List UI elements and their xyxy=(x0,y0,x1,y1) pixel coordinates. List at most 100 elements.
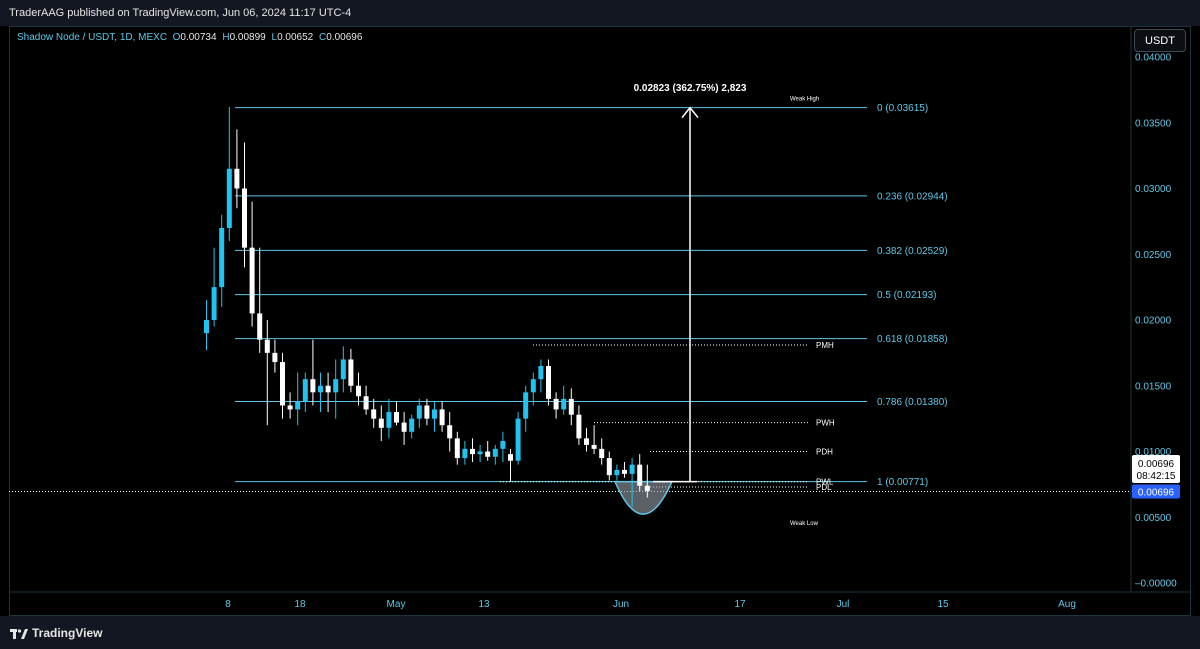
candle-body xyxy=(614,469,620,476)
fib-label: 0.786 (0.01380) xyxy=(877,397,948,408)
measure-tool[interactable]: 0.02823 (362.75%) 2,823 xyxy=(634,83,747,483)
tradingview-logo[interactable]: TradingView xyxy=(10,626,102,640)
candle-body xyxy=(576,414,582,439)
y-tick-label: 0.02500 xyxy=(1135,250,1172,261)
candle-body xyxy=(348,359,354,386)
candle-body xyxy=(568,398,574,415)
candle-body xyxy=(363,396,369,410)
candle-body xyxy=(546,366,551,399)
candle-body xyxy=(462,448,468,459)
close-value: 0.00696 xyxy=(326,32,363,43)
candle-body xyxy=(561,398,567,410)
footer-brand-text: TradingView xyxy=(32,626,103,640)
candle-body xyxy=(530,379,536,393)
symbol-header[interactable]: Shadow Node / USDT, 1D, MEXC O0.00734 H0… xyxy=(17,32,365,43)
candle-body xyxy=(272,352,278,363)
fib-label: 0.236 (0.02944) xyxy=(877,191,948,202)
candles[interactable] xyxy=(204,106,650,507)
candle-body xyxy=(249,247,255,314)
candle-body xyxy=(318,385,323,393)
candle-body xyxy=(264,339,270,353)
open-value: 0.00734 xyxy=(180,32,217,43)
countdown-tag-price: 0.00696 xyxy=(1138,459,1175,470)
candle-body xyxy=(492,448,498,457)
countdown-tag-timer: 08:42:15 xyxy=(1137,471,1176,482)
x-tick-label: 13 xyxy=(478,599,490,610)
x-tick-label: Jul xyxy=(837,599,850,610)
candle-body xyxy=(508,454,513,461)
y-tick-label: 0.03000 xyxy=(1135,184,1172,195)
fib-label: 0.5 (0.02193) xyxy=(877,290,937,301)
candle-body xyxy=(325,385,331,393)
key-level-label: PWL xyxy=(816,478,834,487)
candle-body xyxy=(204,320,209,334)
candle-body xyxy=(280,362,285,406)
candle-body xyxy=(257,313,263,340)
candle-body xyxy=(409,418,415,432)
y-tick-label: 0.00500 xyxy=(1135,513,1172,524)
candle-body xyxy=(416,405,422,419)
weak-low-cup[interactable] xyxy=(613,480,674,515)
candle-body xyxy=(302,379,308,402)
candle-body xyxy=(447,425,453,439)
candle-body xyxy=(211,287,217,320)
candle-body xyxy=(310,379,316,393)
x-tick-label: May xyxy=(387,599,406,610)
candle-body xyxy=(644,485,650,491)
high-value: 0.00899 xyxy=(229,32,266,43)
candle-body xyxy=(637,464,643,486)
fib-retracement[interactable]: 0 (0.03615) 0.236 (0.02944) 0.382 (0.02529… xyxy=(235,103,948,488)
candle-body xyxy=(394,412,399,423)
candle-body xyxy=(629,464,635,474)
weak-high-label: Weak High xyxy=(790,97,819,103)
measure-label: 0.02823 (362.75%) 2,823 xyxy=(634,83,747,94)
y-axis[interactable]: 0.04000 0.03500 0.03000 0.02500 0.02000 0.015… xyxy=(1135,53,1177,590)
candle-body xyxy=(226,168,232,228)
low-value: 0.00652 xyxy=(277,32,314,43)
x-tick-label: 17 xyxy=(734,599,746,610)
symbol-name: Shadow Node / USDT, 1D, MEXC xyxy=(17,32,168,43)
weak-low-label: Weak Low xyxy=(790,521,819,527)
key-level-label: PDL xyxy=(816,483,832,492)
candle-body xyxy=(439,409,445,426)
x-tick-label: 8 xyxy=(225,599,231,610)
candle-body xyxy=(470,448,475,455)
candle-body xyxy=(523,392,529,419)
candle-body xyxy=(424,405,430,419)
x-tick-label: 15 xyxy=(937,599,949,610)
close-label: C xyxy=(319,32,327,43)
measure-arrow-head xyxy=(681,106,699,119)
y-tick-label: 0.02000 xyxy=(1135,316,1172,327)
candle-body xyxy=(295,401,301,410)
candle-body xyxy=(242,188,247,248)
open-label: O xyxy=(172,32,181,43)
candle-body xyxy=(538,366,544,380)
footer-bar: TradingView xyxy=(0,616,1200,649)
y-tick-label: 0.04000 xyxy=(1135,53,1172,64)
countdown-tag-bg xyxy=(1132,455,1180,483)
candle-body xyxy=(219,227,225,288)
y-tick-label: 0.01000 xyxy=(1135,447,1172,458)
y-tick-label: –0.00000 xyxy=(1135,579,1177,590)
x-axis[interactable]: 8 18 May 13 Jun 17 Jul 15 Aug xyxy=(225,599,1076,610)
candle-body xyxy=(333,379,339,393)
candle-body xyxy=(515,418,521,461)
publisher-text: TraderAAG published on TradingView.com, … xyxy=(9,7,352,19)
x-tick-label: 18 xyxy=(294,599,306,610)
candle-body xyxy=(432,409,437,419)
publisher-bar: TraderAAG published on TradingView.com, … xyxy=(0,0,1200,26)
candle-body xyxy=(454,438,460,459)
key-level-label: PWH xyxy=(816,419,835,428)
candle-body xyxy=(553,398,559,410)
candle-body xyxy=(485,451,491,457)
price-line-tag-text: 0.00696 xyxy=(1138,487,1175,498)
candle-body xyxy=(386,412,392,428)
y-tick-label: 0.03500 xyxy=(1135,118,1172,129)
fib-label: 0.382 (0.02529) xyxy=(877,246,948,257)
currency-button[interactable]: USDT xyxy=(1134,29,1186,52)
low-label: L xyxy=(271,32,278,43)
fib-label: 0 (0.03615) xyxy=(877,103,928,114)
candle-body xyxy=(378,418,384,428)
